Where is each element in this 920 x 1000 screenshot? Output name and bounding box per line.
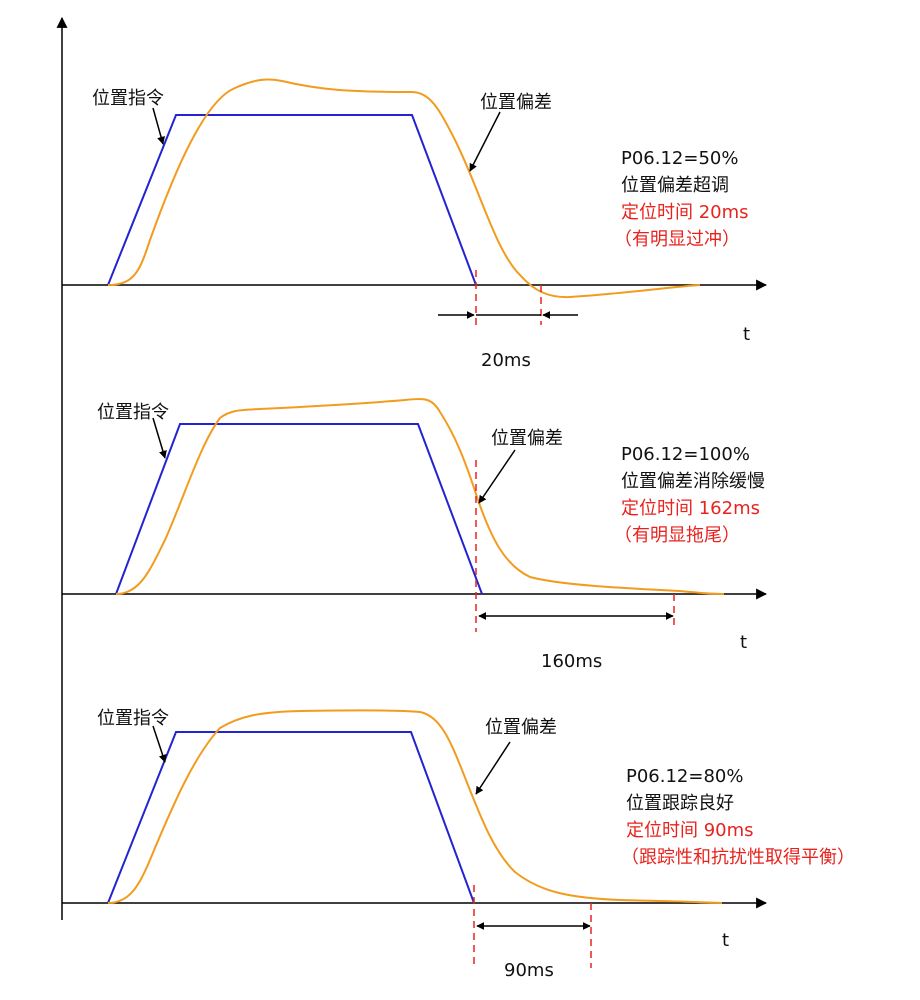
note-text-2: （有明显拖尾） [614,525,740,546]
param-text-3: P06.12=80% [626,766,743,787]
interval-text-3: 90ms [504,960,554,981]
command-label-1: 位置指令 [92,88,164,109]
error-label-2: 位置偏差 [491,428,563,449]
command-label-pointer-2 [152,417,167,459]
desc-text-3: 位置跟踪良好 [626,793,734,814]
settle-text-2: 定位时间 162ms [621,498,760,519]
axis-label-t-1: t [743,324,750,345]
interval-text-2: 160ms [541,651,602,672]
error-label-1: 位置偏差 [480,92,552,113]
interval-text-1: 20ms [481,350,531,371]
command-label-2: 位置指令 [97,402,169,423]
param-text-1: P06.12=50% [621,148,738,169]
position-command-curve-1 [107,114,477,286]
axis-label-t-3: t [722,930,729,951]
desc-text-1: 位置偏差超调 [621,175,729,196]
settle-text-3: 定位时间 90ms [626,820,754,841]
panel-1: 位置指令 位置偏差 P06.12=50% 位置偏差超调 定位时间 20ms （有… [62,78,768,371]
command-label-pointer-1 [152,107,165,145]
position-command-curve-3 [107,731,475,904]
error-label-3: 位置偏差 [485,717,557,738]
error-label-pointer-2 [478,449,516,504]
error-label-pointer-3 [475,741,511,795]
position-error-curve-1 [107,78,701,299]
error-label-pointer-1 [469,111,501,172]
command-label-3: 位置指令 [97,708,169,729]
position-error-curve-2 [115,398,725,595]
position-error-curve-3 [107,709,723,904]
note-text-3: （跟踪性和抗扰性取得平衡） [621,847,855,868]
position-command-curve-2 [115,423,483,595]
axis-label-t-2: t [740,632,747,653]
param-text-2: P06.12=100% [621,444,750,465]
panel-3: 位置指令 位置偏差 P06.12=80% 位置跟踪良好 定位时间 90ms （跟… [62,708,855,981]
command-label-pointer-3 [152,725,167,763]
note-text-1: （有明显过冲） [614,229,740,250]
panel-2: 位置指令 位置偏差 P06.12=100% 位置偏差消除缓慢 定位时间 162m… [62,398,768,672]
settle-text-1: 定位时间 20ms [621,202,749,223]
desc-text-2: 位置偏差消除缓慢 [621,471,765,492]
